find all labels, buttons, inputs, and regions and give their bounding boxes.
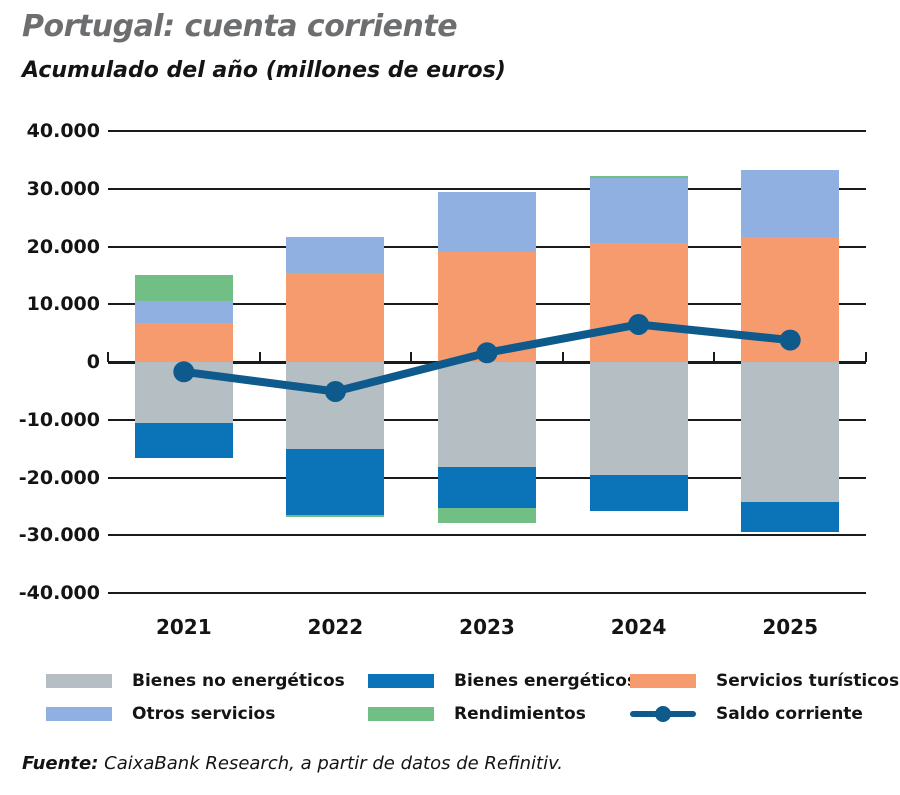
bar-2021-bienes-no-energeticos xyxy=(134,362,233,424)
bar-2021-otros-servicios xyxy=(134,300,233,324)
legend-swatch-bienes-energeticos xyxy=(368,674,434,688)
bar-2023-otros-servicios xyxy=(438,192,536,252)
x-axis-tick xyxy=(713,352,716,362)
bar-2024-rendimientos xyxy=(589,175,688,179)
y-axis-tick-label: 20.000 xyxy=(26,235,100,258)
legend-label-servicios-turisticos: Servicios turísticos xyxy=(716,671,900,691)
bar-2021-bienes-energeticos xyxy=(134,423,233,459)
bar-2025-bienes-energeticos xyxy=(741,502,840,532)
legend-label-otros-servicios: Otros servicios xyxy=(132,704,276,724)
gridline xyxy=(108,187,866,190)
x-axis-tick xyxy=(561,352,564,362)
legend-swatch-bienes-no-energeticos xyxy=(46,674,112,688)
legend-line-swatch xyxy=(630,705,696,723)
bar-2025-otros-servicios xyxy=(741,170,840,237)
bar-2021-rendimientos xyxy=(134,275,233,301)
legend-label-bienes-energeticos: Bienes energéticos xyxy=(454,671,638,691)
chart-subtitle: Acumulado del año (millones de euros) xyxy=(22,58,506,83)
legend-swatch-servicios-turisticos xyxy=(630,674,696,688)
legend-item-bienes-no-energeticos: Bienes no energéticos xyxy=(46,668,368,694)
bar-2024-bienes-no-energeticos xyxy=(589,362,688,476)
bar-2022-bienes-energeticos xyxy=(286,448,385,515)
bar-2022-otros-servicios xyxy=(286,236,385,274)
legend-item-bienes-energeticos: Bienes energéticos xyxy=(368,668,637,694)
x-axis-label-2022: 2022 xyxy=(307,615,364,639)
x-axis-label-2025: 2025 xyxy=(762,615,819,639)
y-axis-tick-label: 0 xyxy=(86,351,100,373)
legend-label-rendimientos: Rendimientos xyxy=(454,704,586,724)
y-axis-tick-label: -10.000 xyxy=(18,408,100,431)
legend-item-rendimientos: Rendimientos xyxy=(368,701,630,727)
x-axis-tick xyxy=(410,352,413,362)
x-axis-label-2024: 2024 xyxy=(610,615,667,639)
legend-item-saldo-corriente: Saldo corriente xyxy=(630,701,900,727)
bar-2023-servicios-turisticos xyxy=(438,251,536,362)
legend-item-servicios-turisticos: Servicios turísticos xyxy=(630,668,900,694)
legend-swatch-otros-servicios xyxy=(46,707,112,721)
y-axis-tick-label: 30.000 xyxy=(26,177,100,200)
bar-2023-rendimientos xyxy=(438,507,536,523)
bar-2022-rendimientos xyxy=(286,515,385,517)
bar-2025-servicios-turisticos xyxy=(741,236,840,362)
x-axis-label-2021: 2021 xyxy=(155,615,212,639)
gridline xyxy=(108,592,866,594)
source-note: Fuente: CaixaBank Research, a partir de … xyxy=(22,752,563,776)
legend-item-otros-servicios: Otros servicios xyxy=(46,701,368,727)
legend-label-bienes-no-energeticos: Bienes no energéticos xyxy=(132,671,345,691)
bar-2024-otros-servicios xyxy=(589,178,688,244)
chart-title: Portugal: cuenta corriente xyxy=(22,9,458,44)
x-axis-label-2023: 2023 xyxy=(459,615,515,639)
bar-2023-bienes-no-energeticos xyxy=(438,362,536,467)
y-axis-tick-label: -40.000 xyxy=(18,582,100,604)
x-axis-tick xyxy=(258,352,261,362)
y-axis-tick-label: -20.000 xyxy=(18,466,100,489)
bar-2023-bienes-energeticos xyxy=(438,466,536,508)
bar-2022-bienes-no-energeticos xyxy=(286,362,385,449)
x-axis-tick xyxy=(107,352,109,362)
bar-2022-servicios-turisticos xyxy=(286,273,385,362)
legend-swatch-rendimientos xyxy=(368,707,434,721)
gridline xyxy=(108,130,866,132)
chart-legend: Bienes no energéticos Bienes energéticos S… xyxy=(46,668,900,727)
y-axis-tick-label: -30.000 xyxy=(18,524,100,547)
bar-2025-bienes-no-energeticos xyxy=(741,362,840,503)
x-axis-tick xyxy=(865,352,867,362)
source-prefix: Fuente: xyxy=(22,753,99,774)
bar-2021-servicios-turisticos xyxy=(134,323,233,362)
legend-line-dot xyxy=(655,706,671,722)
source-text: CaixaBank Research, a partir de datos de… xyxy=(98,753,564,774)
bar-2024-servicios-turisticos xyxy=(589,243,688,362)
y-axis-tick-label: 40.000 xyxy=(26,120,100,142)
legend-label-saldo-corriente: Saldo corriente xyxy=(716,704,863,724)
y-axis-tick-label: 10.000 xyxy=(26,293,100,316)
bar-2024-bienes-energeticos xyxy=(589,475,688,511)
gridline xyxy=(108,534,866,537)
